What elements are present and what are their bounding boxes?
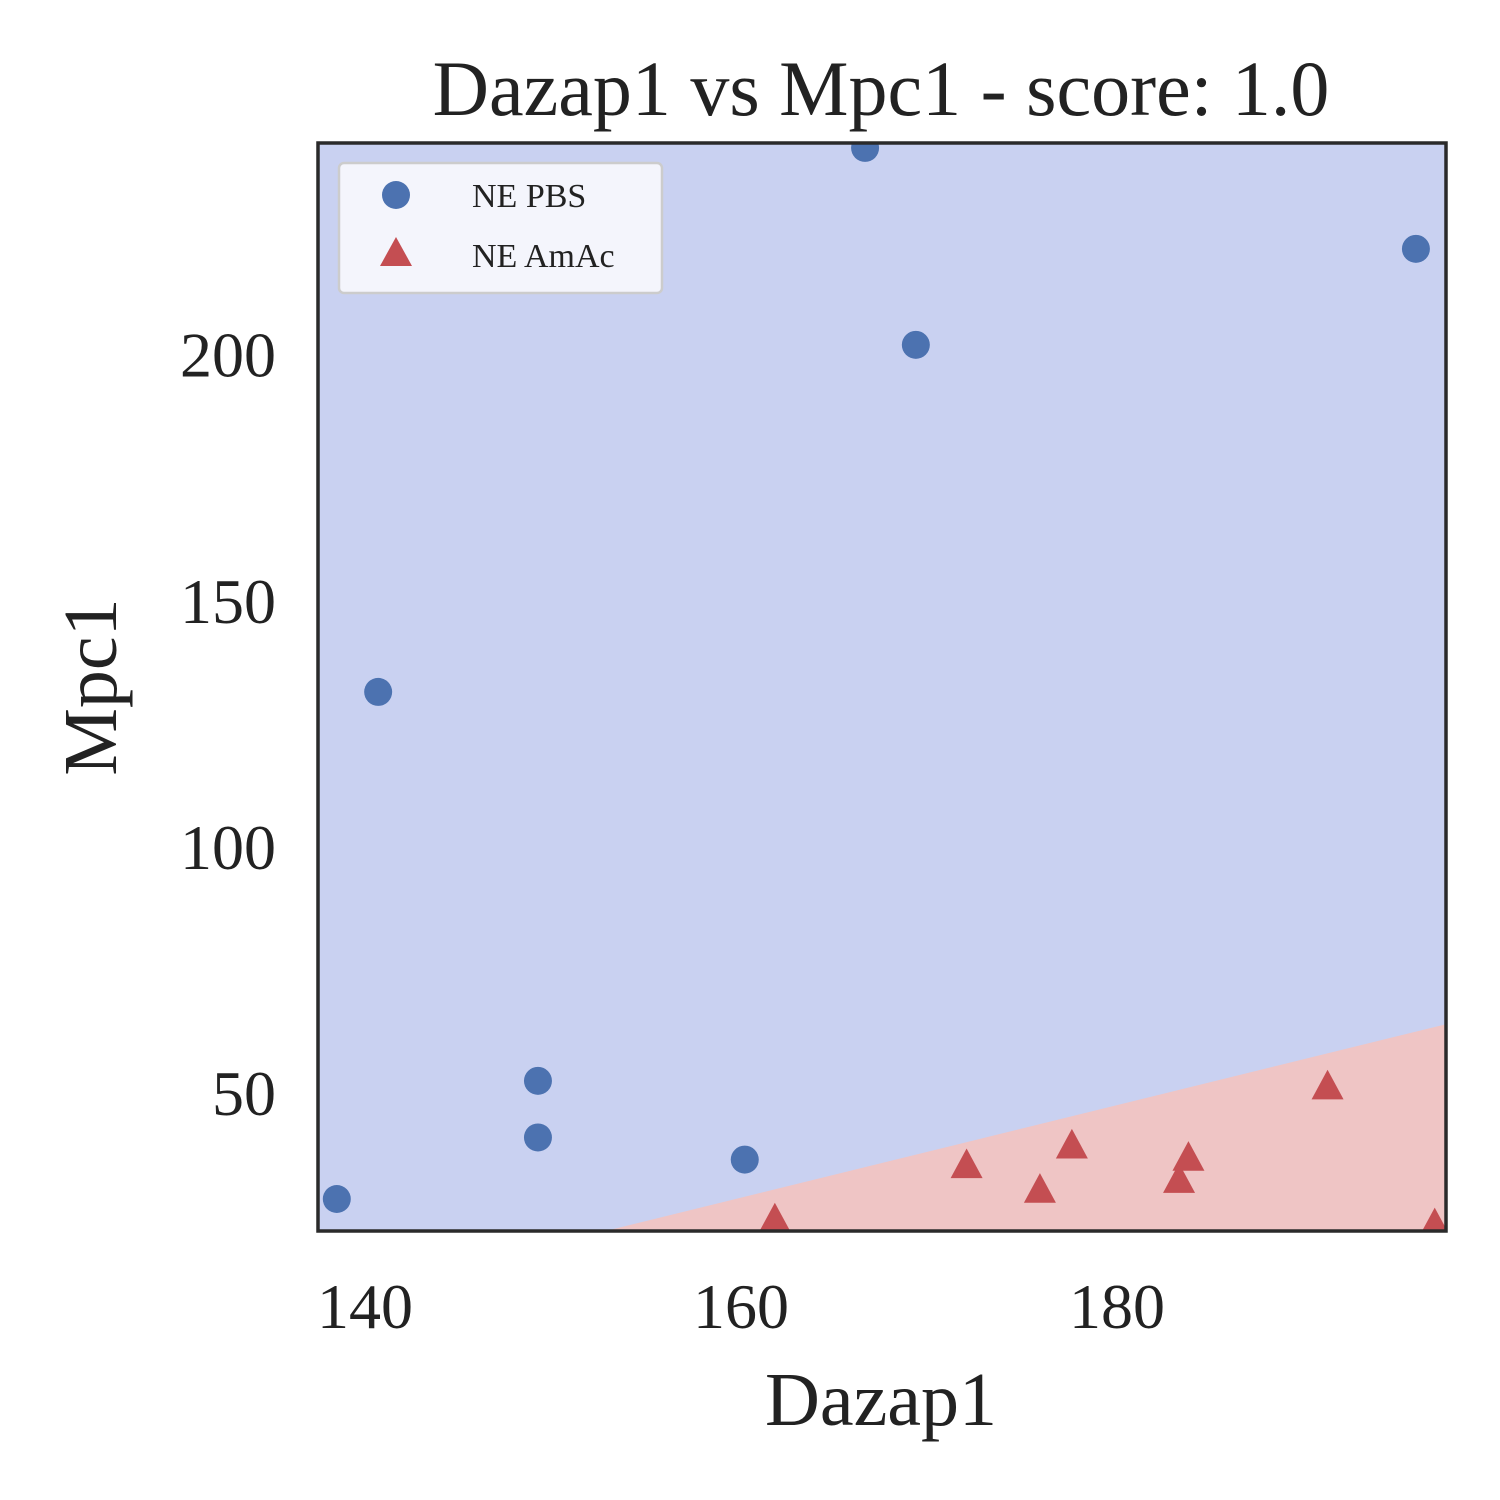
plot-area xyxy=(318,143,1446,1231)
point-ne-amac-6 xyxy=(1172,1141,1205,1171)
point-ne-pbs-5 xyxy=(730,1145,759,1174)
point-ne-pbs-1 xyxy=(322,1185,351,1213)
point-ne-pbs-2 xyxy=(364,677,393,706)
point-ne-amac-8 xyxy=(1422,1207,1446,1231)
y-axis-ticks: 50 100 150 200 xyxy=(180,320,276,1129)
point-ne-pbs-4 xyxy=(523,1123,552,1152)
x-axis-ticks: 140 160 180 xyxy=(317,1271,1165,1342)
point-ne-amac-4 xyxy=(1055,1128,1088,1159)
point-ne-pbs-3 xyxy=(523,1066,552,1095)
decision-region-ne-pbs xyxy=(318,143,1446,1231)
legend-label-ne-pbs: NE PBS xyxy=(472,178,586,215)
legend: NE PBS NE AmAc xyxy=(337,161,664,295)
point-ne-amac-7 xyxy=(1311,1069,1344,1100)
legend-marker-ne-amac xyxy=(380,237,412,266)
legend-box xyxy=(337,161,664,295)
point-ne-amac-1 xyxy=(759,1202,791,1231)
x-axis-label: Dazap1 xyxy=(765,1358,997,1442)
data-points xyxy=(322,143,1446,1231)
point-ne-amac-3 xyxy=(1023,1173,1056,1203)
y-tick-label-100: 100 xyxy=(180,812,276,883)
legend-marker-ne-pbs xyxy=(382,181,410,209)
point-ne-pbs-8 xyxy=(1401,234,1430,263)
x-tick-label-160: 160 xyxy=(693,1271,789,1342)
x-tick-label-140: 140 xyxy=(317,1271,413,1342)
y-tick-label-50: 50 xyxy=(212,1058,276,1129)
plot-frame xyxy=(316,141,1448,1233)
chart-title: Dazap1 vs Mpc1 - score: 1.0 xyxy=(433,45,1330,132)
y-tick-label-150: 150 xyxy=(180,566,276,637)
point-ne-pbs-6 xyxy=(851,143,880,162)
point-ne-amac-2 xyxy=(950,1148,983,1179)
point-ne-pbs-7 xyxy=(901,330,930,359)
x-tick-label-180: 180 xyxy=(1069,1271,1165,1342)
legend-label-ne-amac: NE AmAc xyxy=(472,238,615,275)
y-tick-label-200: 200 xyxy=(180,320,276,391)
point-ne-amac-5 xyxy=(1163,1163,1196,1193)
decision-region-ne-amac xyxy=(605,1024,1446,1231)
y-axis-label: Mpc1 xyxy=(49,598,133,775)
